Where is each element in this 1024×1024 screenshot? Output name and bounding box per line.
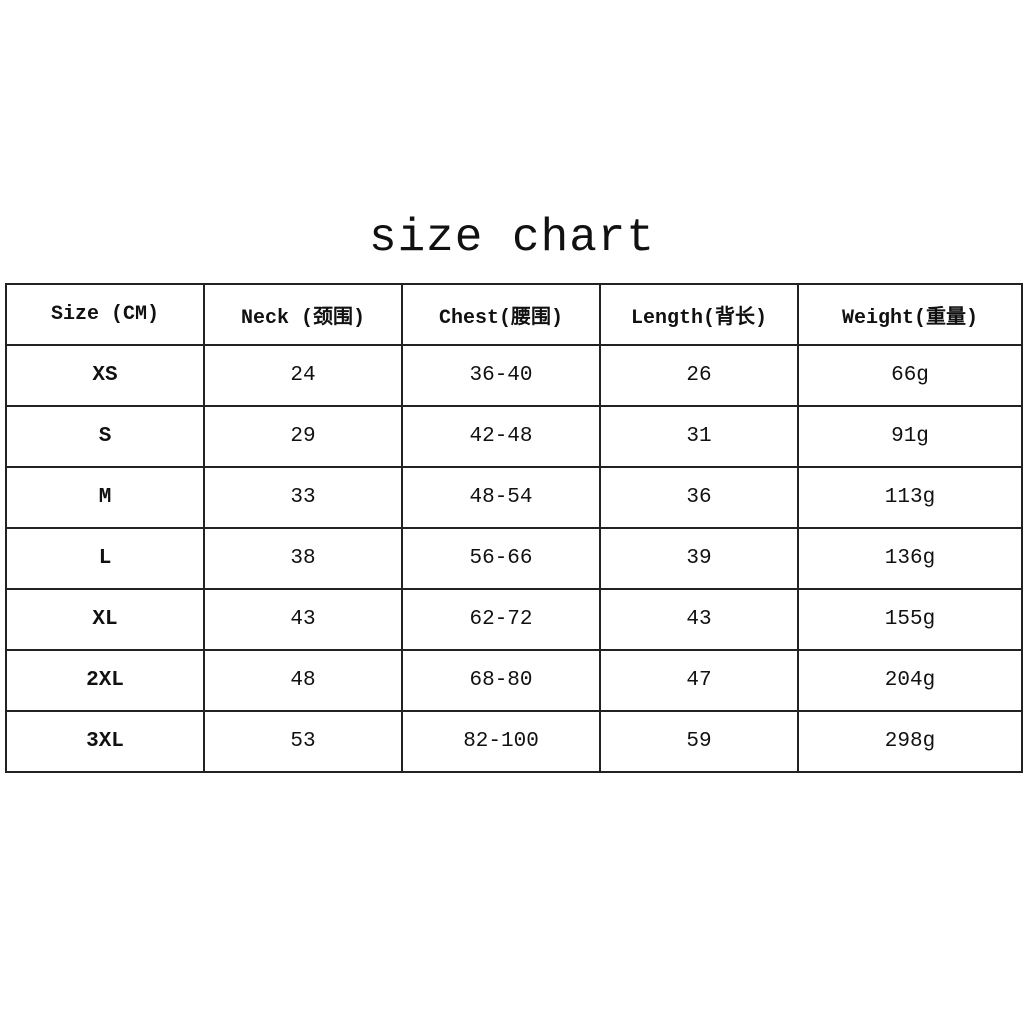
cell-weight: 91g [797,405,1023,468]
cell-neck: 48 [203,649,403,712]
cell-neck: 24 [203,344,403,407]
cell-chest: 56-66 [401,527,601,590]
cell-chest: 48-54 [401,466,601,529]
cell-neck: 29 [203,405,403,468]
header-size: Size (CM) [5,283,205,346]
cell-weight: 113g [797,466,1023,529]
header-chest: Chest(腰围) [401,283,601,346]
table-row: 3XL 53 82-100 59 298g [5,710,1023,773]
cell-weight: 155g [797,588,1023,651]
table-row: XL 43 62-72 43 155g [5,588,1023,651]
table-row: XS 24 36-40 26 66g [5,344,1023,407]
cell-weight: 298g [797,710,1023,773]
table-row: 2XL 48 68-80 47 204g [5,649,1023,712]
cell-neck: 38 [203,527,403,590]
cell-length: 31 [599,405,799,468]
table-row: L 38 56-66 39 136g [5,527,1023,590]
cell-chest: 68-80 [401,649,601,712]
cell-size: M [5,466,205,529]
cell-length: 36 [599,466,799,529]
cell-weight: 204g [797,649,1023,712]
cell-size: 3XL [5,710,205,773]
cell-chest: 62-72 [401,588,601,651]
cell-length: 47 [599,649,799,712]
header-row: Size (CM) Neck (颈围) Chest(腰围) Length(背长)… [5,283,1023,346]
header-neck: Neck (颈围) [203,283,403,346]
cell-weight: 136g [797,527,1023,590]
table-row: S 29 42-48 31 91g [5,405,1023,468]
cell-chest: 82-100 [401,710,601,773]
table-row: M 33 48-54 36 113g [5,466,1023,529]
size-table: Size (CM) Neck (颈围) Chest(腰围) Length(背长)… [5,283,1023,773]
cell-neck: 33 [203,466,403,529]
cell-chest: 36-40 [401,344,601,407]
cell-weight: 66g [797,344,1023,407]
cell-neck: 53 [203,710,403,773]
cell-length: 26 [599,344,799,407]
cell-neck: 43 [203,588,403,651]
header-weight: Weight(重量) [797,283,1023,346]
cell-size: S [5,405,205,468]
cell-chest: 42-48 [401,405,601,468]
cell-size: 2XL [5,649,205,712]
cell-size: XS [5,344,205,407]
chart-title: size chart [368,212,656,264]
cell-size: L [5,527,205,590]
cell-length: 59 [599,710,799,773]
cell-size: XL [5,588,205,651]
cell-length: 43 [599,588,799,651]
cell-length: 39 [599,527,799,590]
header-length: Length(背长) [599,283,799,346]
